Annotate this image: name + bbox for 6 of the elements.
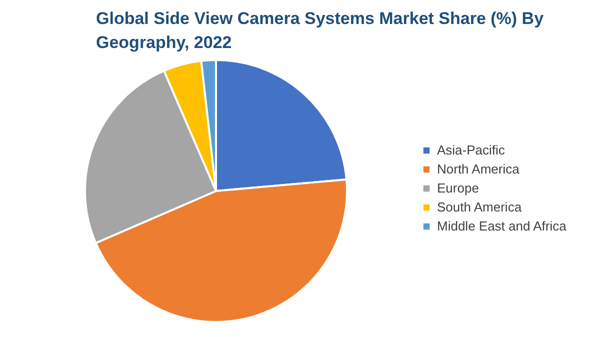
- chart-title: Global Side View Camera Systems Market Share (%) By Geography, 2022: [96, 9, 544, 52]
- legend-label: Middle East and Africa: [437, 218, 568, 234]
- legend-label: Asia-Pacific: [437, 142, 506, 158]
- legend-label: North America: [437, 162, 520, 176]
- legend-label: South America: [437, 200, 522, 214]
- legend-label: Europe: [437, 180, 479, 196]
